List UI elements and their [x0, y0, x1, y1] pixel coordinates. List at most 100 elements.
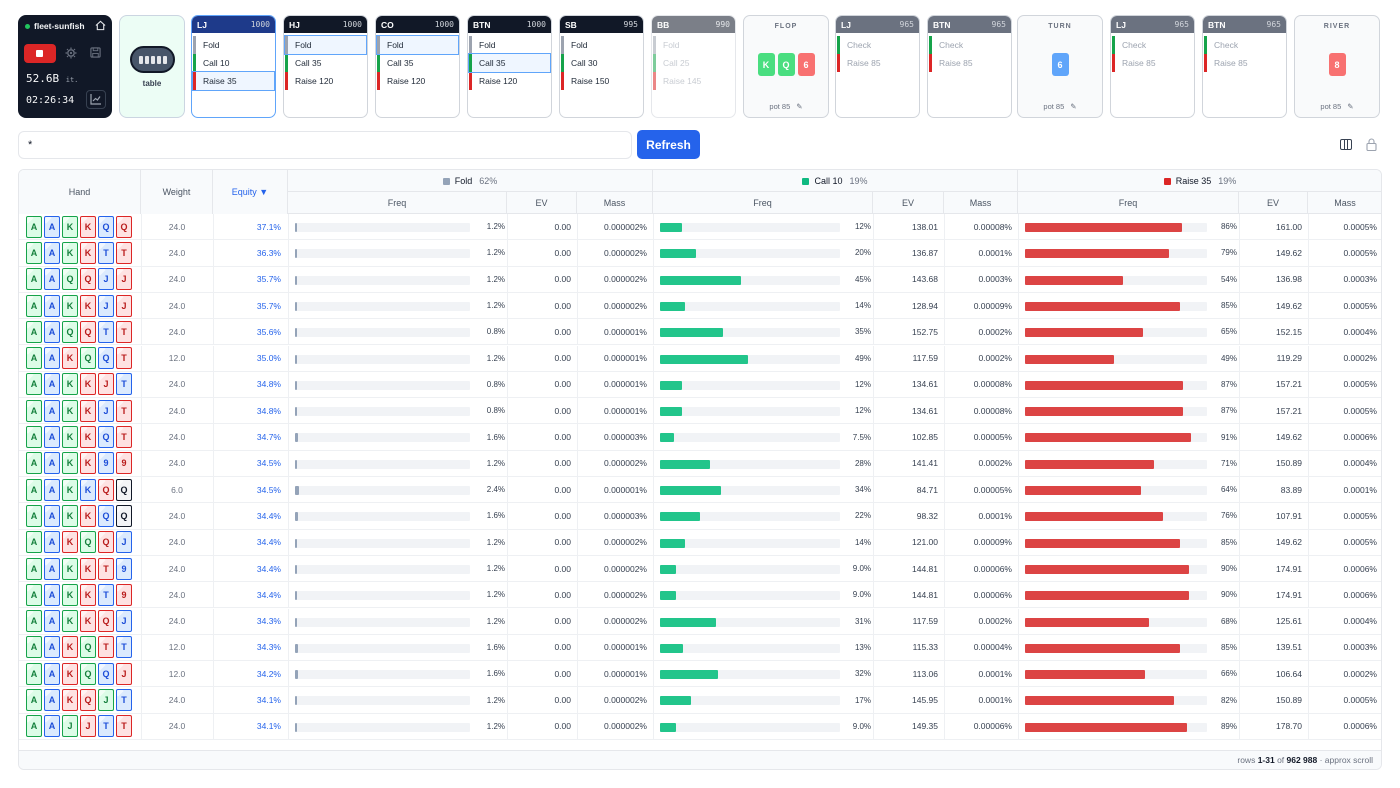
- action-option-call[interactable]: Call 30: [561, 54, 642, 72]
- action-option-raise[interactable]: Raise 35: [192, 71, 275, 91]
- river-panel[interactable]: RIVER 8 pot 85 ✎: [1294, 15, 1380, 118]
- fold-mass-cell: 0.000002%: [603, 458, 647, 469]
- raise-freq-fill: [1025, 564, 1189, 574]
- table-row[interactable]: A A K Q T T 12.0 34.3% 1.6% 0.00 0.000001% 13% 115.3…: [19, 634, 1381, 662]
- pencil-icon[interactable]: ✎: [1347, 102, 1354, 111]
- column-divider: [288, 214, 289, 240]
- table-row[interactable]: A A K Q Q T 12.0 35.0% 1.2% 0.00 0.000001% 49% 117.5…: [19, 345, 1381, 372]
- table-row[interactable]: A A K Q J T 24.0 34.1% 1.2% 0.00 0.000002% 17% 145.9…: [19, 687, 1381, 714]
- column-divider: [288, 713, 289, 739]
- action-option-fold[interactable]: Fold: [469, 36, 550, 54]
- table-row[interactable]: A A K K Q T 24.0 34.7% 1.6% 0.00 0.000003% 7.5% 102.…: [19, 424, 1381, 451]
- hole-card: A: [44, 373, 60, 396]
- board-card[interactable]: 6: [797, 53, 815, 76]
- action-option-call[interactable]: Call 25: [653, 54, 734, 72]
- table-row[interactable]: A A J J T T 24.0 34.1% 1.2% 0.00 0.000002% 9.0% 149.…: [19, 713, 1381, 740]
- lock-icon[interactable]: [1366, 138, 1377, 151]
- group-header-raise[interactable]: Raise 35 19%: [1018, 170, 1381, 192]
- action-option-fold[interactable]: Fold: [376, 35, 459, 55]
- table-row[interactable]: A A K K J T 24.0 34.8% 0.8% 0.00 0.000001% 12% 134.6…: [19, 371, 1381, 399]
- table-row[interactable]: A A K K Q Q 24.0 34.4% 1.6% 0.00 0.000003% 22% 98.32…: [19, 503, 1381, 530]
- stop-button[interactable]: [24, 44, 56, 63]
- action-option-raise[interactable]: Raise 85: [929, 54, 1010, 72]
- action-option-raise[interactable]: Raise 85: [1204, 54, 1285, 72]
- action-option-raise[interactable]: Raise 85: [1112, 54, 1193, 72]
- col-raise-mass[interactable]: Mass: [1308, 192, 1381, 214]
- fold-mass-cell: 0.000002%: [603, 221, 647, 232]
- action-option-check[interactable]: Check: [929, 36, 1010, 54]
- pencil-icon[interactable]: ✎: [796, 102, 803, 111]
- turn-panel[interactable]: TURN 6 pot 85 ✎: [1017, 15, 1103, 118]
- weight-cell: 12.0: [168, 668, 186, 679]
- table-row[interactable]: A A K K T T 24.0 36.3% 1.2% 0.00 0.000002% 20% 136.8…: [19, 240, 1381, 267]
- call-freq-label: 49%: [854, 353, 871, 363]
- table-row[interactable]: A A K K Q Q 6.0 34.5% 2.4% 0.00 0.000001% 34% 84.71 0…: [19, 477, 1381, 504]
- action-option-raise[interactable]: Raise 145: [653, 72, 734, 90]
- action-option-check[interactable]: Check: [1204, 36, 1285, 54]
- column-divider: [944, 292, 945, 319]
- fold-ev-cell: 0.00: [554, 326, 571, 337]
- chart-button[interactable]: [86, 90, 106, 109]
- player-header: SB 995: [560, 16, 643, 33]
- table-row[interactable]: A A K Q Q J 12.0 34.2% 1.6% 0.00 0.000001% 32% 113.0…: [19, 661, 1381, 688]
- table-row[interactable]: A A K K T 9 24.0 34.4% 1.2% 0.00 0.000002% 9.0% 144.…: [19, 555, 1381, 583]
- action-option-check[interactable]: Check: [1112, 36, 1193, 54]
- hole-card: Q: [80, 531, 96, 554]
- table-row[interactable]: A A K K T 9 24.0 34.4% 1.2% 0.00 0.000002% 9.0% 144.…: [19, 582, 1381, 609]
- player-header: HJ 1000: [284, 16, 367, 33]
- action-option-fold[interactable]: Fold: [193, 36, 274, 54]
- col-hand[interactable]: Hand: [19, 170, 141, 214]
- columns-icon[interactable]: [1340, 139, 1352, 150]
- home-icon[interactable]: [95, 20, 106, 31]
- table-row[interactable]: A A Q Q T T 24.0 35.6% 0.8% 0.00 0.000001% 35% 152.7…: [19, 319, 1381, 346]
- table-row[interactable]: A A Q Q J J 24.0 35.7% 1.2% 0.00 0.000002% 45% 143.6…: [19, 266, 1381, 293]
- pencil-icon[interactable]: ✎: [1070, 102, 1077, 111]
- table-row[interactable]: A A K K J J 24.0 35.7% 1.2% 0.00 0.000002% 14% 128.9…: [19, 292, 1381, 320]
- board-card[interactable]: K: [757, 53, 775, 76]
- action-option-fold[interactable]: Fold: [561, 36, 642, 54]
- action-option-raise[interactable]: Raise 85: [837, 54, 918, 72]
- table-row[interactable]: A A K Q Q J 24.0 34.4% 1.2% 0.00 0.000002% 14% 121.0…: [19, 529, 1381, 556]
- col-call-ev[interactable]: EV: [873, 192, 944, 214]
- action-option-call[interactable]: Call 35: [285, 54, 366, 72]
- col-fold-mass[interactable]: Mass: [577, 192, 653, 214]
- gear-icon[interactable]: [65, 47, 77, 59]
- table-row[interactable]: A A K K J T 24.0 34.8% 0.8% 0.00 0.000001% 12% 134.6…: [19, 398, 1381, 425]
- col-fold-freq[interactable]: Freq: [288, 192, 507, 214]
- action-option-call[interactable]: Call 10: [193, 54, 274, 72]
- refresh-button[interactable]: Refresh: [637, 130, 700, 159]
- board-card[interactable]: Q: [777, 53, 795, 76]
- col-weight[interactable]: Weight: [141, 170, 213, 214]
- filter-input[interactable]: [18, 131, 632, 159]
- col-call-mass[interactable]: Mass: [944, 192, 1018, 214]
- table-row[interactable]: A A K K Q Q 24.0 37.1% 1.2% 0.00 0.000002% 12% 138.0…: [19, 214, 1381, 241]
- call-freq-bar: [660, 433, 840, 443]
- table-panel[interactable]: table: [119, 15, 185, 118]
- action-option-call[interactable]: Call 35: [377, 54, 458, 72]
- table-row[interactable]: A A K K Q J 24.0 34.3% 1.2% 0.00 0.000002% 31% 117.5…: [19, 608, 1381, 635]
- action-option-call[interactable]: Call 35: [468, 53, 551, 73]
- column-divider: [507, 582, 508, 608]
- action-option-raise[interactable]: Raise 120: [285, 72, 366, 90]
- action-option-raise[interactable]: Raise 120: [377, 72, 458, 90]
- raise-ev-cell: 149.62: [1276, 432, 1302, 443]
- action-option-fold[interactable]: Fold: [653, 36, 734, 54]
- table-row[interactable]: A A K K 9 9 24.0 34.5% 1.2% 0.00 0.000002% 28% 141.4…: [19, 450, 1381, 477]
- action-option-raise[interactable]: Raise 120: [469, 72, 550, 90]
- col-call-freq[interactable]: Freq: [653, 192, 873, 214]
- action-option-fold[interactable]: Fold: [284, 35, 367, 55]
- call-freq-label: 9.0%: [852, 564, 871, 574]
- board-card[interactable]: 6: [1051, 53, 1069, 76]
- col-equity[interactable]: Equity ▼: [213, 170, 288, 214]
- action-option-raise[interactable]: Raise 150: [561, 72, 642, 90]
- col-raise-freq[interactable]: Freq: [1018, 192, 1239, 214]
- action-option-check[interactable]: Check: [837, 36, 918, 54]
- save-icon[interactable]: [90, 47, 101, 58]
- col-raise-ev[interactable]: EV: [1239, 192, 1308, 214]
- group-header-call[interactable]: Call 10 19%: [653, 170, 1018, 192]
- col-fold-ev[interactable]: EV: [507, 192, 577, 214]
- equity-cell: 34.1%: [256, 721, 281, 732]
- group-header-fold[interactable]: Fold 62%: [288, 170, 653, 192]
- board-card[interactable]: 8: [1328, 53, 1346, 76]
